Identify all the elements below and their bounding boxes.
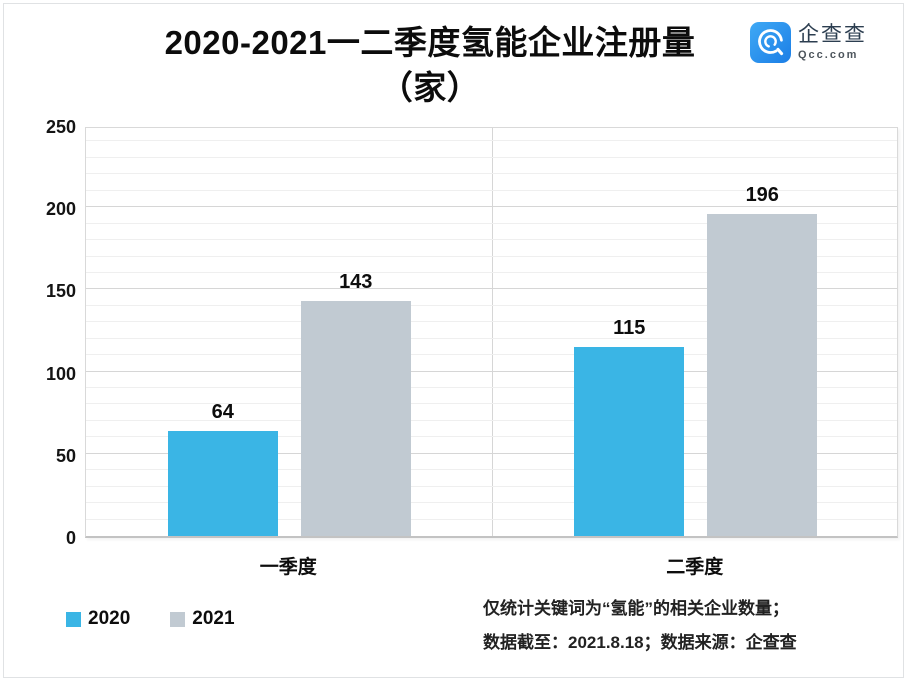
bar-value-label: 196 bbox=[745, 183, 779, 206]
legend-swatch-2021 bbox=[170, 611, 186, 627]
minor-gridline bbox=[86, 156, 897, 158]
y-axis-tick: 150 bbox=[45, 281, 76, 302]
footnote: 仅统计关键词为“氢能”的相关企业数量； 数据截至：2021.8.18；数据来源：… bbox=[483, 592, 883, 660]
minor-gridline bbox=[86, 255, 897, 257]
minor-gridline bbox=[86, 436, 897, 438]
minor-gridline bbox=[86, 403, 897, 405]
footnote-line1: 仅统计关键词为“氢能”的相关企业数量； bbox=[483, 599, 789, 618]
legend: 2020 2021 bbox=[66, 608, 275, 630]
major-gridline bbox=[86, 370, 897, 372]
bar-value-label: 64 bbox=[211, 400, 234, 423]
minor-gridline bbox=[86, 304, 897, 306]
bar-value-label: 143 bbox=[339, 270, 373, 293]
major-gridline bbox=[86, 452, 897, 454]
x-axis-category-label: 二季度 bbox=[666, 557, 724, 578]
bar-2021-category-2 bbox=[707, 213, 818, 536]
legend-item-2021: 2021 bbox=[170, 608, 235, 630]
chart-title-line2: （家） bbox=[379, 69, 481, 106]
legend-swatch-2020 bbox=[66, 611, 81, 627]
major-gridline bbox=[86, 206, 897, 208]
chart-title-line1: 2020-2021一二季度氢能企业注册量 bbox=[164, 24, 696, 61]
category-divider bbox=[491, 128, 493, 536]
minor-gridline bbox=[86, 239, 897, 241]
minor-gridline bbox=[86, 502, 897, 504]
minor-gridline bbox=[86, 222, 897, 224]
minor-gridline bbox=[86, 173, 897, 175]
major-gridline bbox=[86, 288, 897, 290]
minor-gridline bbox=[86, 354, 897, 356]
y-axis-tick: 200 bbox=[45, 199, 76, 220]
page-title: 2020-2021一二季度氢能企业注册量 （家） bbox=[0, 20, 860, 110]
y-axis: 0 50 100 150 200 250 bbox=[0, 117, 76, 548]
y-axis-tick: 50 bbox=[55, 445, 76, 466]
minor-gridline bbox=[86, 518, 897, 520]
minor-gridline bbox=[86, 485, 897, 487]
qcc-logo-icon bbox=[750, 22, 791, 63]
minor-gridline bbox=[86, 140, 897, 142]
x-axis-category-label: 一季度 bbox=[259, 557, 317, 578]
legend-label-2021: 2021 bbox=[192, 608, 235, 629]
legend-label-2020: 2020 bbox=[88, 608, 131, 629]
minor-gridline bbox=[86, 271, 897, 273]
qcc-logo-domain: Qcc.com bbox=[798, 49, 859, 61]
qcc-logo: 企查查 Qcc.com bbox=[750, 22, 867, 63]
y-axis-tick: 250 bbox=[45, 117, 76, 137]
bar-2020-category-2 bbox=[574, 346, 685, 536]
y-axis-tick: 100 bbox=[45, 363, 76, 384]
qcc-logo-name: 企查查 bbox=[798, 23, 867, 46]
minor-gridline bbox=[86, 419, 897, 421]
minor-gridline bbox=[86, 469, 897, 471]
bar-2020-category-1 bbox=[167, 430, 278, 536]
minor-gridline bbox=[86, 337, 897, 339]
minor-gridline bbox=[86, 321, 897, 323]
legend-item-2020: 2020 bbox=[66, 608, 130, 630]
y-axis-tick: 0 bbox=[65, 528, 76, 548]
plot-area: 64 143 115 196 bbox=[85, 127, 898, 538]
minor-gridline bbox=[86, 189, 897, 191]
bar-value-label: 115 bbox=[613, 316, 646, 339]
footnote-line2: 数据截至：2021.8.18；数据来源：企查查 bbox=[483, 633, 797, 652]
minor-gridline bbox=[86, 387, 897, 389]
bar-2021-category-1 bbox=[300, 300, 411, 536]
